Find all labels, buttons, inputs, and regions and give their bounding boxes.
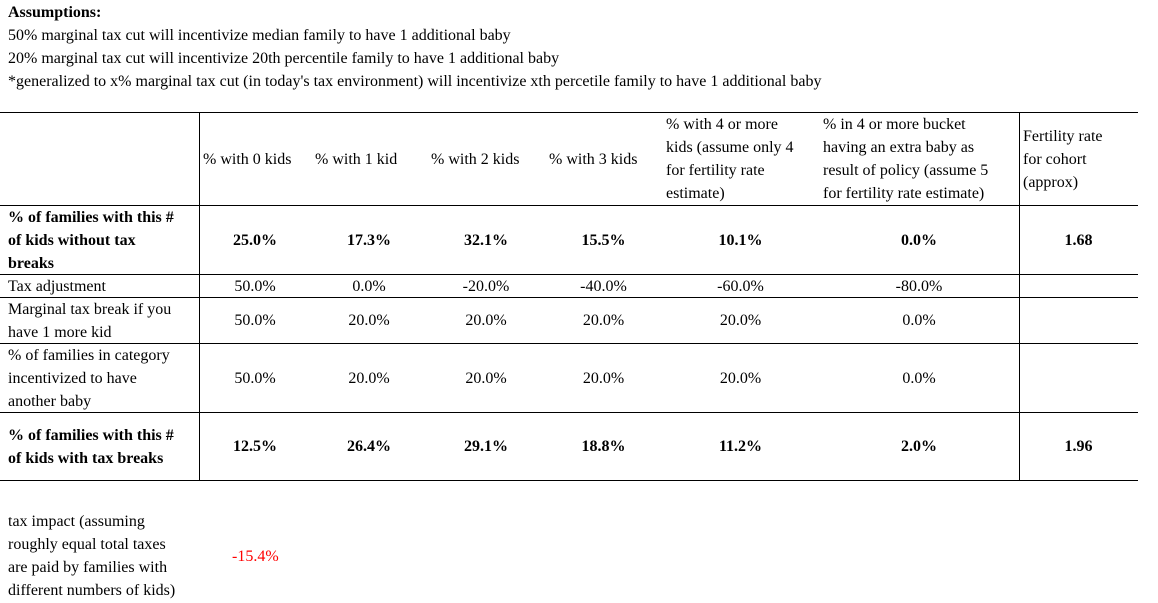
header-1-kid: % with 1 kid: [315, 150, 398, 168]
row-incentivized-value-6: [1019, 344, 1138, 412]
table-hline-5: [0, 412, 1138, 413]
row-marginal-tax-break-value-5: 0.0%: [902, 312, 936, 329]
header-3-kids: % with 3 kids: [549, 150, 638, 168]
row-without-tax-breaks-value-3: 15.5%: [581, 231, 626, 249]
table-hline-6: [0, 480, 1138, 481]
assumption-line-1: 50% marginal tax cut will incentivize me…: [8, 27, 511, 44]
table-hline-4: [0, 343, 1138, 344]
row-without-tax-breaks-value-2: 32.1%: [464, 231, 508, 249]
row-with-tax-breaks-value-2: 29.1%: [464, 438, 508, 455]
row-with-tax-breaks-value-0: 12.5%: [233, 438, 277, 455]
assumption-line-2: 20% marginal tax cut will incentivize 20…: [8, 50, 560, 67]
row-tax-adjustment-value-1: 0.0%: [352, 277, 386, 295]
row-marginal-tax-break-value-3: 20.0%: [582, 312, 625, 329]
row-tax-adjustment-label: Tax adjustment: [8, 277, 106, 295]
row-without-tax-breaks-value-6: 1.68: [1064, 231, 1093, 249]
assumption-line-3: *generalized to x% marginal tax cut (in …: [8, 73, 822, 90]
header-fertility-rate: Fertility rate for cohort (approx): [1023, 127, 1103, 191]
row-incentivized-label: % of families in category incentivized t…: [8, 346, 170, 410]
row-incentivized-value-4: 20.0%: [719, 369, 762, 387]
row-incentivized-value-0: 50.0%: [234, 369, 276, 387]
row-without-tax-breaks-label: % of families with this # of kids withou…: [8, 208, 174, 272]
row-incentivized-value-3: 20.0%: [582, 369, 625, 387]
row-tax-adjustment-value-0: 50.0%: [234, 277, 276, 295]
header-2-kids: % with 2 kids: [431, 150, 520, 168]
table-hline-1: [0, 205, 1138, 206]
assumptions-title: Assumptions:: [8, 4, 102, 21]
row-tax-adjustment-value-3: -40.0%: [580, 277, 627, 295]
header-0-kids: % with 0 kids: [203, 150, 292, 168]
row-incentivized-value-1: 20.0%: [348, 369, 390, 387]
table-hline-2: [0, 274, 1138, 275]
row-tax-adjustment-value-4: -60.0%: [717, 277, 764, 295]
row-with-tax-breaks-value-5: 2.0%: [901, 438, 937, 455]
header-4-or-more-kids: % with 4 or more kids (assume only 4 for…: [666, 116, 794, 202]
row-marginal-tax-break-value-1: 20.0%: [348, 312, 390, 329]
row-without-tax-breaks-value-0: 25.0%: [233, 231, 277, 249]
tax-impact-label: tax impact (assuming roughly equal total…: [8, 513, 176, 599]
row-tax-adjustment-value-5: -80.0%: [895, 277, 943, 295]
row-marginal-tax-break-value-0: 50.0%: [234, 312, 276, 329]
header-4-plus-extra-baby: % in 4 or more bucket having an extra ba…: [823, 116, 989, 202]
table-hline-0: [0, 112, 1138, 113]
row-marginal-tax-break-value-6: [1019, 298, 1138, 343]
row-with-tax-breaks-value-6: 1.96: [1064, 438, 1093, 455]
row-with-tax-breaks-value-4: 11.2%: [718, 438, 763, 455]
row-marginal-tax-break-label: Marginal tax break if you have 1 more ki…: [8, 300, 172, 341]
row-incentivized-value-2: 20.0%: [465, 369, 507, 387]
row-without-tax-breaks-value-4: 10.1%: [718, 231, 763, 249]
table-vline-label: [199, 112, 200, 481]
table-vline-fertility: [1019, 112, 1020, 481]
row-with-tax-breaks-value-1: 26.4%: [347, 438, 391, 455]
row-without-tax-breaks-value-1: 17.3%: [347, 231, 391, 249]
row-with-tax-breaks-value-3: 18.8%: [581, 438, 626, 455]
table-hline-3: [0, 297, 1138, 298]
row-tax-adjustment-value-6: [1019, 275, 1138, 297]
assumptions-block: Assumptions: 50% marginal tax cut will i…: [8, 1, 821, 93]
row-without-tax-breaks-value-5: 0.0%: [901, 231, 937, 249]
row-tax-adjustment-value-2: -20.0%: [462, 277, 510, 295]
row-with-tax-breaks-label: % of families with this # of kids with t…: [8, 426, 174, 467]
tax-impact-value: -15.4%: [232, 548, 279, 565]
row-marginal-tax-break-value-4: 20.0%: [719, 312, 762, 329]
row-incentivized-value-5: 0.0%: [902, 369, 936, 387]
row-marginal-tax-break-value-2: 20.0%: [465, 312, 507, 329]
